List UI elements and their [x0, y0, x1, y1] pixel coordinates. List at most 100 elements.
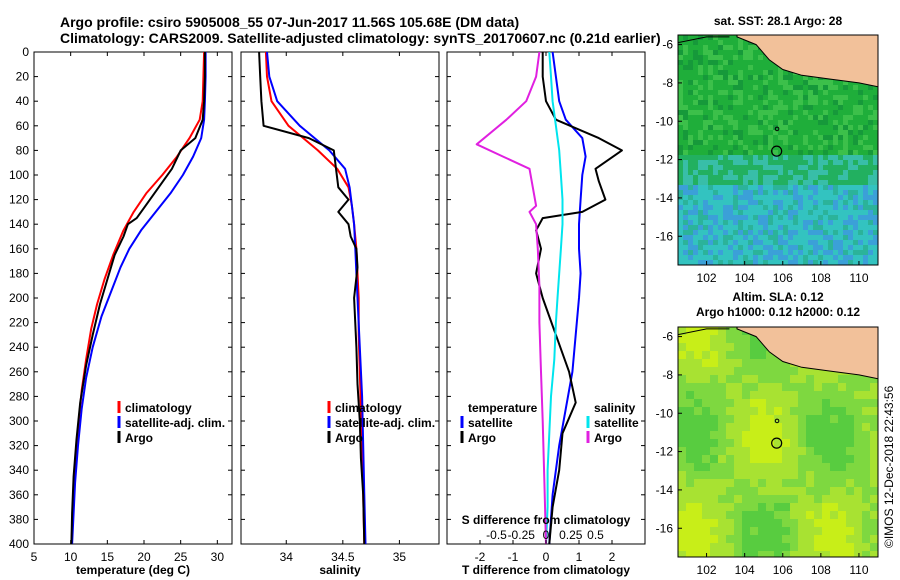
- map-cell: [728, 250, 734, 256]
- map-cell: [678, 190, 684, 196]
- map-cell: [734, 535, 743, 544]
- map-cell: [708, 105, 714, 111]
- series-line-climatology: [70, 52, 206, 544]
- map-cell: [813, 170, 819, 176]
- map-cell: [818, 195, 824, 201]
- map-cell: [848, 90, 854, 96]
- map-cell: [814, 455, 823, 464]
- map-cell: [748, 100, 754, 106]
- map-cell: [743, 170, 749, 176]
- map-cell: [693, 225, 699, 231]
- map-cell: [738, 170, 744, 176]
- map-cell: [768, 115, 774, 121]
- map-cell: [750, 399, 759, 408]
- map-cell: [758, 165, 764, 171]
- legend-climatology: climatology: [125, 401, 192, 415]
- map-cell: [713, 195, 719, 201]
- map-cell: [718, 205, 724, 211]
- map-cell: [823, 80, 829, 86]
- map-cell: [806, 375, 815, 384]
- map-cell: [782, 431, 791, 440]
- map-cell: [788, 80, 794, 86]
- map-cell: [728, 180, 734, 186]
- map-cell: [718, 75, 724, 81]
- map-cell: [688, 235, 694, 241]
- map-cell: [683, 190, 689, 196]
- map-cell: [814, 463, 823, 472]
- map-cell: [798, 215, 804, 221]
- map-cell: [813, 100, 819, 106]
- map-cell: [748, 105, 754, 111]
- map-cell: [763, 230, 769, 236]
- map-cell: [733, 50, 739, 56]
- map-cell: [862, 479, 871, 488]
- map-cell: [678, 375, 687, 384]
- map-cell: [873, 210, 878, 216]
- map-cell: [868, 120, 874, 126]
- map-cell: [833, 195, 839, 201]
- map-cell: [758, 391, 767, 400]
- map-cell: [694, 487, 703, 496]
- map-cell: [868, 205, 874, 211]
- map-cell: [822, 479, 831, 488]
- map-cell: [833, 210, 839, 216]
- map-cell: [718, 40, 724, 46]
- map-cell: [822, 447, 831, 456]
- map-cell: [808, 230, 814, 236]
- map-cell: [838, 220, 844, 226]
- map-cell: [693, 40, 699, 46]
- map-cell: [703, 160, 709, 166]
- map-cell: [702, 455, 711, 464]
- map-cell: [723, 215, 729, 221]
- map-cell: [708, 225, 714, 231]
- map-cell: [773, 255, 779, 261]
- map-cell: [728, 200, 734, 206]
- map-cell: [838, 190, 844, 196]
- map-cell: [774, 487, 783, 496]
- map-cell: [694, 503, 703, 512]
- map-cell: [710, 327, 719, 336]
- map-cell: [718, 359, 727, 368]
- map-cell: [693, 140, 699, 146]
- map-cell: [703, 150, 709, 156]
- map-cell: [818, 85, 824, 91]
- map-cell: [813, 215, 819, 221]
- map-y-tick-label: -12: [656, 445, 674, 459]
- map-cell: [818, 165, 824, 171]
- map-cell: [733, 200, 739, 206]
- map-cell: [723, 115, 729, 121]
- map-cell: [703, 55, 709, 61]
- map-cell: [803, 105, 809, 111]
- map-cell: [828, 190, 834, 196]
- map-cell: [838, 479, 847, 488]
- map-cell: [718, 215, 724, 221]
- map-cell: [853, 165, 859, 171]
- map-cell: [778, 155, 784, 161]
- map-cell: [748, 245, 754, 251]
- map-cell: [778, 260, 784, 265]
- map-cell: [823, 250, 829, 256]
- map-cell: [774, 503, 783, 512]
- map-cell: [678, 60, 684, 66]
- map-cell: [733, 95, 739, 101]
- map-cell: [734, 431, 743, 440]
- map-cell: [862, 407, 871, 416]
- map-cell: [854, 503, 863, 512]
- map-cell: [833, 215, 839, 221]
- map-cell: [748, 75, 754, 81]
- map-cell: [766, 471, 775, 480]
- map-cell: [848, 205, 854, 211]
- map-cell: [728, 225, 734, 231]
- map-cell: [843, 230, 849, 236]
- map-cell: [702, 399, 711, 408]
- map-cell: [738, 255, 744, 261]
- x-tick-label: 20: [137, 550, 151, 564]
- map-cell: [790, 511, 799, 520]
- map-cell: [793, 180, 799, 186]
- map-cell: [753, 100, 759, 106]
- map-cell: [774, 495, 783, 504]
- map-cell: [783, 150, 789, 156]
- map-cell: [683, 210, 689, 216]
- map-cell: [828, 105, 834, 111]
- map-cell: [698, 80, 704, 86]
